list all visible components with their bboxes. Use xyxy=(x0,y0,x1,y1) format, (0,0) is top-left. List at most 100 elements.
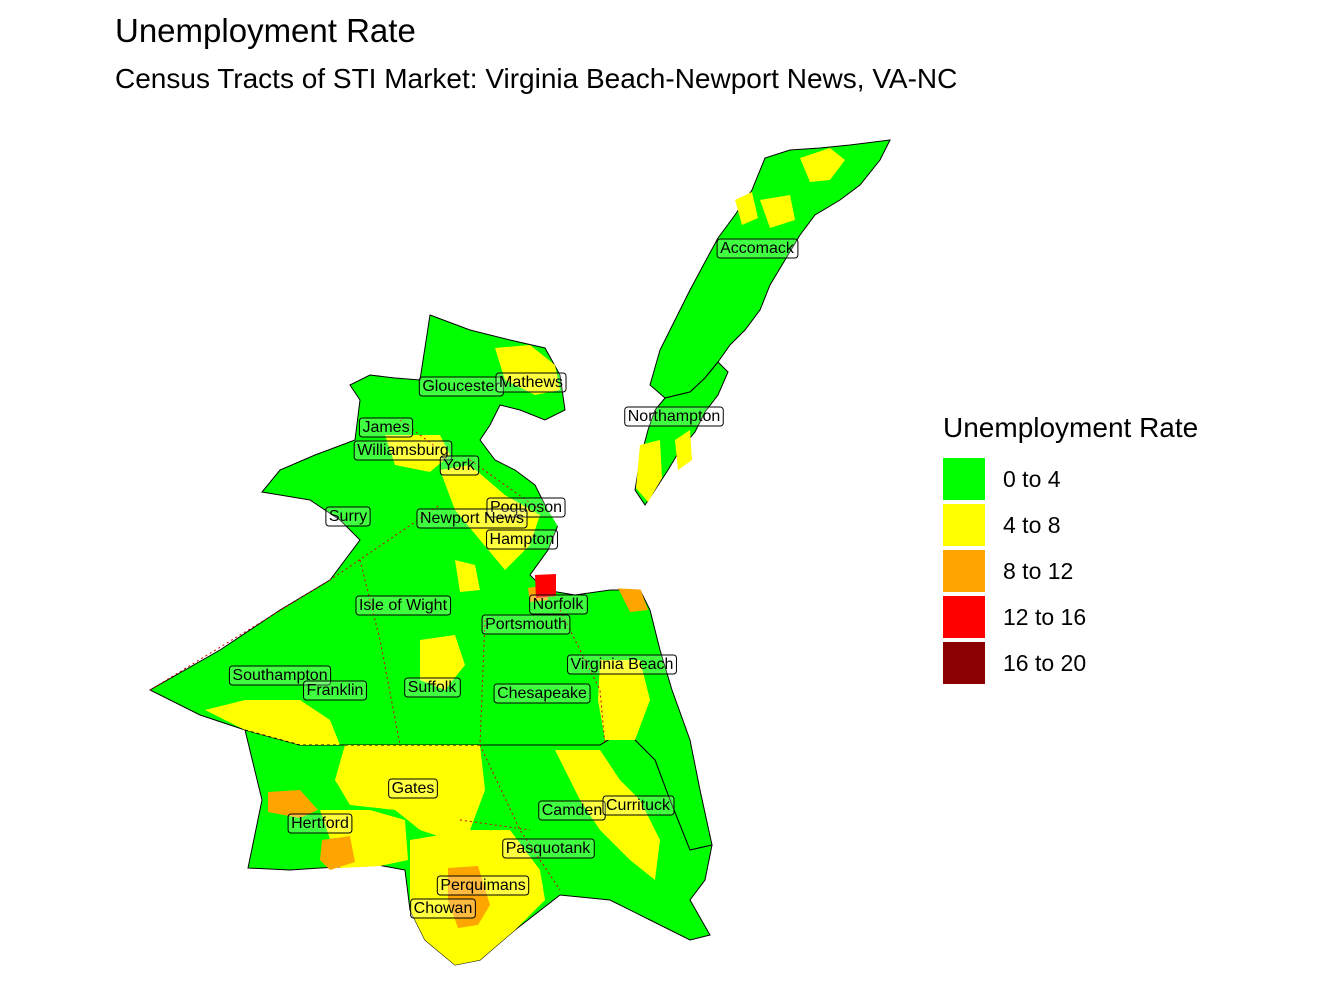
county-label-text: Gloucester xyxy=(422,378,500,395)
legend-label: 8 to 12 xyxy=(1003,557,1074,584)
county-label-box xyxy=(529,594,588,615)
county-label-camden: Camden xyxy=(538,800,606,821)
accomack-yellow-patch xyxy=(800,148,845,182)
county-label-box xyxy=(567,654,677,675)
legend-swatch xyxy=(943,642,985,684)
map-title: Unemployment Rate xyxy=(115,12,416,49)
legend-swatch xyxy=(943,550,985,592)
county-label-newport-news: Newport News xyxy=(416,508,528,529)
nc-va-state-line xyxy=(244,729,600,746)
county-label-box xyxy=(439,455,480,476)
county-label-box xyxy=(388,778,438,799)
accomack-region xyxy=(649,139,891,399)
county-label-mathews: Mathews xyxy=(495,372,567,393)
county-label-box xyxy=(716,238,799,259)
county-label-text: Hampton xyxy=(490,531,555,548)
county-label-suffolk: Suffolk xyxy=(404,677,461,698)
mainland-region xyxy=(148,314,713,966)
county-label-southampton: Southampton xyxy=(228,665,332,686)
eastern-shore-region xyxy=(634,139,891,506)
legend-item: 8 to 12 xyxy=(943,548,1198,594)
county-label-box xyxy=(355,595,452,616)
county-label-text: Virginia Beach xyxy=(571,656,674,673)
county-label-text: Northampton xyxy=(628,408,721,425)
legend-item: 16 to 20 xyxy=(943,640,1198,686)
hertford-orange-zone xyxy=(268,790,318,818)
chesapeake-bay-mouth xyxy=(545,505,650,590)
county-label-gates: Gates xyxy=(388,778,438,799)
county-label-virginia-beach: Virginia Beach xyxy=(567,654,677,675)
virginia-beach-yellow-zone xyxy=(598,660,650,740)
county-label-text: Perquimans xyxy=(440,877,525,894)
county-label-chowan: Chowan xyxy=(410,898,476,919)
perquimans-orange-zone xyxy=(448,866,490,928)
county-label-box xyxy=(436,875,530,896)
county-labels: Accomack Gloucester Mathews Northampton Jame… xyxy=(228,238,799,919)
county-label-text: Chesapeake xyxy=(497,685,587,702)
map-subtitle: Census Tracts of STI Market: Virginia Be… xyxy=(115,63,958,94)
county-label-box xyxy=(495,372,567,393)
county-label-text: Southampton xyxy=(232,667,327,684)
county-label-box xyxy=(624,406,724,427)
county-label-text: James xyxy=(362,419,409,436)
legend-label: 12 to 16 xyxy=(1003,603,1087,630)
legend-swatch xyxy=(943,458,985,500)
county-label-box xyxy=(602,795,675,816)
county-label-box xyxy=(303,680,367,701)
county-label-northampton: Northampton xyxy=(624,406,724,427)
county-label-text: Hertford xyxy=(291,815,349,832)
legend-swatch xyxy=(943,504,985,546)
county-label-text: Gates xyxy=(392,780,435,797)
county-label-text: Surry xyxy=(329,508,367,525)
legend-item: 0 to 4 xyxy=(943,456,1198,502)
county-boundaries xyxy=(149,419,606,891)
county-label-text: Pasquotank xyxy=(506,840,592,857)
suffolk-yellow-zone xyxy=(420,635,465,690)
legend: Unemployment Rate 0 to 4 4 to 8 8 to 12 … xyxy=(943,412,1198,686)
county-label-james: James xyxy=(358,417,414,438)
southampton-yellow-zone xyxy=(205,700,340,745)
county-label-pasquotank: Pasquotank xyxy=(502,838,595,859)
isle-of-wight-yellow-zone xyxy=(455,560,480,592)
hertford-orange-zone-2 xyxy=(320,836,355,870)
county-label-currituck: Currituck xyxy=(602,795,675,816)
county-label-gloucester: Gloucester xyxy=(418,376,504,397)
legend-item: 12 to 16 xyxy=(943,594,1198,640)
county-label-text: Newport News xyxy=(420,510,524,527)
northampton-yellow-patch xyxy=(636,440,662,502)
county-label-box xyxy=(410,898,476,919)
county-label-text: Williamsburg xyxy=(357,442,449,459)
county-label-text: York xyxy=(443,457,475,474)
legend-item: 4 to 8 xyxy=(943,502,1198,548)
legend-swatch xyxy=(943,596,985,638)
county-label-text: Portsmouth xyxy=(485,616,567,633)
county-label-box xyxy=(325,506,371,527)
county-label-hampton: Hampton xyxy=(486,529,558,550)
county-label-text: Suffolk xyxy=(408,679,458,696)
legend-label: 4 to 8 xyxy=(1003,511,1061,538)
legend-label: 0 to 4 xyxy=(1003,465,1061,492)
accomack-yellow-patch-2 xyxy=(735,192,758,225)
county-label-perquimans: Perquimans xyxy=(436,875,530,896)
county-label-box xyxy=(481,614,571,635)
county-label-box xyxy=(486,497,566,518)
county-label-box xyxy=(538,800,606,821)
county-label-box xyxy=(228,665,332,686)
county-label-text: Isle of Wight xyxy=(359,597,448,614)
county-label-hertford: Hertford xyxy=(287,813,353,834)
williamsburg-yellow-zone xyxy=(385,435,450,472)
mathews-yellow-zone xyxy=(495,345,560,395)
county-label-box xyxy=(418,376,504,397)
legend-title: Unemployment Rate xyxy=(943,412,1199,443)
county-label-text: Mathews xyxy=(499,374,563,391)
county-label-text: Norfolk xyxy=(533,596,585,613)
legend-label: 16 to 20 xyxy=(1003,649,1087,676)
county-label-box xyxy=(486,529,558,550)
accomack-yellow-patch-3 xyxy=(760,195,795,228)
norfolk-orange-zone xyxy=(618,588,648,612)
county-label-text: Poquoson xyxy=(490,499,562,516)
county-label-norfolk: Norfolk xyxy=(529,594,588,615)
county-label-box xyxy=(404,677,461,698)
northampton-yellow-patch-2 xyxy=(675,430,692,470)
